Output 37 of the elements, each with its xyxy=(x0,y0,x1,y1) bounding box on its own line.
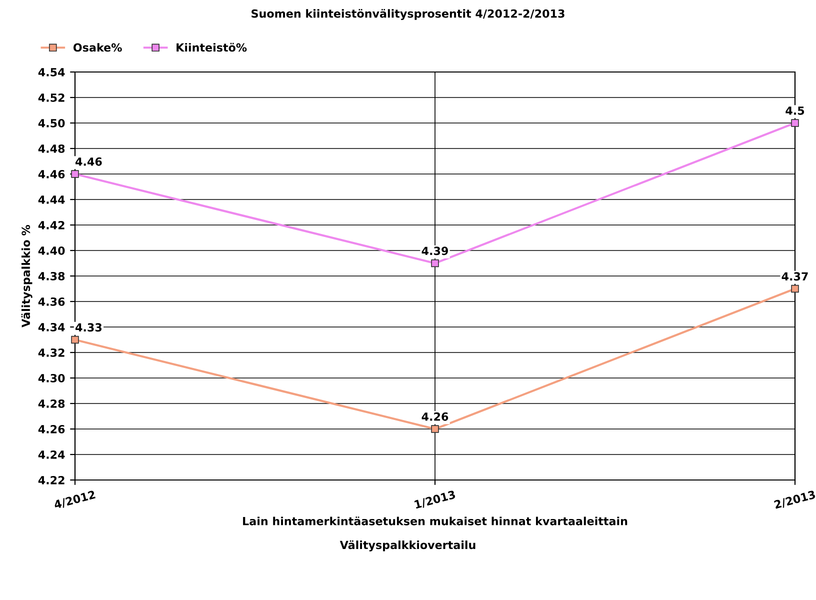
data-label: 4.46 xyxy=(76,157,102,166)
data-label: 4.33 xyxy=(76,323,102,332)
x-tick-label: 4/2012 xyxy=(54,490,96,510)
data-label: 4.5 xyxy=(786,106,804,115)
y-tick-label: 4.30 xyxy=(38,374,65,382)
y-tick-label: 4.50 xyxy=(38,118,65,128)
data-label: 4.37 xyxy=(782,272,808,281)
data-label: 4.26 xyxy=(422,412,448,421)
y-tick-label: 4.24 xyxy=(38,450,65,459)
point xyxy=(71,336,79,344)
point xyxy=(791,284,799,293)
y-tick-label: 4.34 xyxy=(38,322,65,332)
y-tick-label: 4.46 xyxy=(38,170,65,178)
y-tick-label: 4.52 xyxy=(38,93,64,102)
y-tick-label: 4.32 xyxy=(38,348,64,357)
x-tick-label: 1/2013 xyxy=(414,490,456,510)
y-tick-label: 4.54 xyxy=(38,68,65,76)
x-axis-title: Lain hintamerkintäasetuksen mukaiset hinnat kvartaaleittain xyxy=(243,516,628,526)
point xyxy=(431,425,439,433)
y-tick-label: 4.28 xyxy=(38,399,65,408)
point xyxy=(791,119,799,127)
point xyxy=(431,259,439,268)
y-tick-label: 4.38 xyxy=(38,272,65,280)
legend-label: Kiinteistö% xyxy=(176,42,247,52)
y-tick-label: 4.26 xyxy=(38,424,65,434)
chart-title: Suomen kiinteistönvälitysprosentit 4/2012-2/2013 xyxy=(252,9,564,20)
data-label: 4.39 xyxy=(422,246,448,256)
y-tick-label: 4.22 xyxy=(38,476,64,484)
y-tick-label: 4.36 xyxy=(38,297,65,306)
y-tick-label: 4.40 xyxy=(38,246,65,255)
text: Välityspalkkiovertailu xyxy=(340,540,476,552)
y-axis-title: Välityspalkkio % xyxy=(21,224,32,328)
x-tick-label: 2/2013 xyxy=(774,490,816,510)
y-tick-label: 4.42 xyxy=(38,220,64,230)
y-tick-label: 4.44 xyxy=(38,196,65,204)
legend-label: Osake% xyxy=(73,43,122,52)
y-tick-label: 4.48 xyxy=(38,144,65,153)
